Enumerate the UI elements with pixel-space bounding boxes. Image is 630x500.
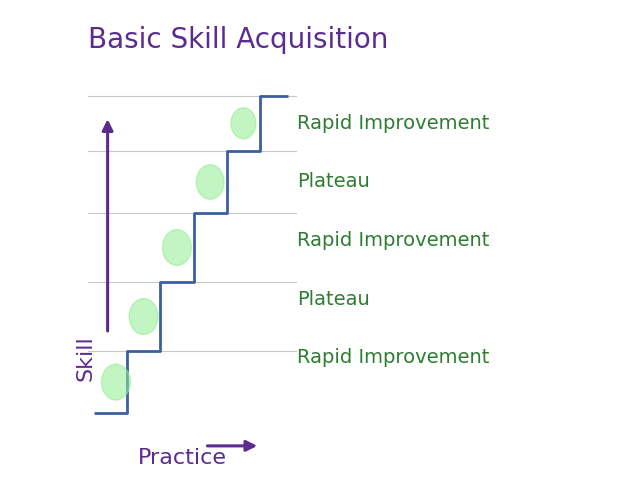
Circle shape [197, 164, 224, 199]
Text: Skill: Skill [76, 335, 95, 381]
Text: Rapid Improvement: Rapid Improvement [297, 114, 490, 133]
Circle shape [163, 230, 192, 266]
Text: Plateau: Plateau [297, 172, 370, 192]
Circle shape [129, 298, 158, 334]
Text: Basic Skill Acquisition: Basic Skill Acquisition [88, 26, 389, 54]
Text: Plateau: Plateau [297, 290, 370, 308]
Circle shape [101, 364, 130, 400]
Text: Practice: Practice [138, 448, 227, 468]
Text: Rapid Improvement: Rapid Improvement [297, 231, 490, 250]
Circle shape [231, 108, 256, 139]
Text: Rapid Improvement: Rapid Improvement [297, 348, 490, 368]
